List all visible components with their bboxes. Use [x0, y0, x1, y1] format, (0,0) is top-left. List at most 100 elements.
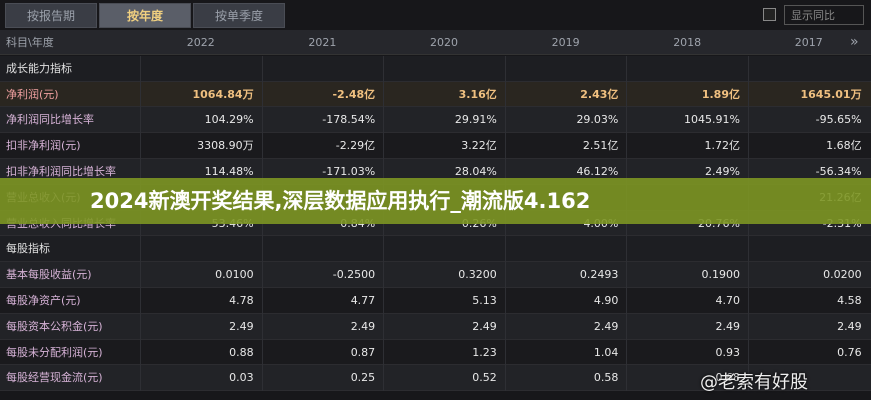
col-divider: [140, 339, 141, 366]
value-cell: 0.68: [715, 371, 740, 385]
value-cell: 2.43亿: [580, 87, 619, 101]
value-cell: 0.87: [350, 345, 376, 359]
col-divider: [140, 159, 141, 185]
value-cell: 4.77: [350, 294, 376, 307]
col-divider: [383, 236, 385, 263]
value-cell: 104.29%: [204, 113, 254, 127]
col-divider: [140, 236, 141, 263]
value-cell: 0.76: [837, 345, 862, 359]
tab[interactable]: 按单季度: [193, 3, 285, 28]
value-cell: 1645.01万: [800, 87, 862, 101]
value-cell: -0.2500: [332, 268, 376, 282]
col-divider: [383, 55, 385, 82]
row-label: 每股经营现金流(元): [6, 371, 103, 385]
col-divider: [383, 159, 385, 185]
col-divider: [504, 339, 506, 366]
value-cell: 3308.90万: [197, 139, 254, 153]
value-cell: 0.0100: [215, 268, 254, 282]
value-cell: 0.93: [715, 345, 740, 359]
col-divider: [383, 313, 385, 340]
value-cell: 1.72亿: [704, 139, 740, 153]
col-divider: [383, 107, 385, 134]
section-row: 每股指标: [0, 236, 871, 263]
value-cell: -95.65%: [815, 113, 862, 127]
value-cell: 0.0200: [823, 268, 862, 282]
section-row: 成长能力指标: [0, 55, 871, 82]
value-cell: 2.49%: [705, 165, 740, 178]
col-divider: [748, 159, 749, 185]
col-divider: [261, 55, 263, 82]
col-divider: [748, 107, 749, 134]
value-cell: 2.51亿: [582, 139, 619, 153]
row-label: 净利润同比增长率: [6, 113, 94, 127]
value-cell: 29.03%: [576, 113, 619, 127]
col-divider: [748, 81, 749, 108]
col-divider: [140, 55, 141, 82]
header-cell: 科目\年度: [6, 36, 54, 49]
scroll-arrow: »: [850, 34, 859, 50]
col-divider: [504, 55, 506, 82]
col-divider: [261, 288, 263, 314]
value-cell: 0.03: [229, 371, 254, 385]
col-divider: [261, 365, 263, 392]
value-cell: 1.68亿: [826, 139, 862, 153]
col-divider: [261, 313, 263, 340]
checkbox-label[interactable]: 显示同比: [784, 5, 864, 25]
col-divider: [504, 159, 506, 185]
col-divider: [504, 133, 506, 159]
value-cell: 1.23: [472, 345, 497, 359]
tab[interactable]: 按年度: [99, 3, 191, 28]
col-divider: [383, 339, 385, 366]
value-cell: 2.49: [837, 319, 862, 333]
value-cell: 0.25: [350, 371, 376, 385]
row-label: 扣非净利润同比增长率: [6, 165, 116, 178]
data-row: 每股净资产(元) 4.78 4.77 5.13 4.90 4.70 4.58: [0, 288, 871, 314]
col-divider: [626, 133, 628, 159]
value-cell: 2.49: [715, 319, 740, 333]
header-cell: 2021: [308, 36, 337, 49]
col-divider: [504, 288, 506, 314]
data-row: 基本每股收益(元) 0.0100 -0.2500 0.3200 0.2493 0.1900…: [0, 262, 871, 288]
value-cell: 0.3200: [458, 268, 497, 282]
col-divider: [383, 288, 385, 314]
col-divider: [261, 236, 263, 263]
col-divider: [748, 236, 749, 263]
value-cell: 0.88: [229, 345, 254, 359]
header-cell: 2019: [551, 36, 580, 49]
col-divider: [140, 288, 141, 314]
col-divider: [626, 365, 628, 392]
row-label: 每股未分配利润(元): [6, 345, 103, 359]
value-cell: 28.04%: [454, 165, 497, 178]
col-divider: [383, 262, 385, 288]
tab[interactable]: 按报告期: [5, 3, 97, 28]
header-cell: 2018: [673, 36, 702, 49]
col-divider: [504, 236, 506, 263]
row-label: 净利润(元): [6, 87, 59, 101]
value-cell: 4.90: [593, 294, 619, 307]
row-label: 基本每股收益(元): [6, 268, 92, 282]
col-divider: [140, 313, 141, 340]
col-divider: [261, 81, 263, 108]
data-row: 每股经营现金流(元) 0.03 0.25 0.52 0.58 0.68: [0, 365, 871, 392]
col-divider: [140, 365, 141, 392]
col-divider: [626, 262, 628, 288]
col-divider: [626, 81, 628, 108]
watermark: @老索有好股: [700, 372, 808, 393]
value-cell: 1.04: [593, 345, 619, 359]
value-cell: -56.34%: [815, 165, 862, 178]
value-cell: 4.78: [229, 294, 254, 307]
data-row: 每股未分配利润(元) 0.88 0.87 1.23 1.04 0.93 0.76: [0, 339, 871, 366]
col-divider: [140, 107, 141, 134]
col-divider: [140, 81, 141, 108]
row-label: 每股净资产(元): [6, 294, 81, 307]
col-divider: [261, 159, 263, 185]
checkbox[interactable]: [763, 8, 776, 21]
header-cell: 2022: [186, 36, 215, 49]
value-cell: -171.03%: [322, 165, 376, 178]
banner: 2024新澳开奖结果,深层数据应用执行_潮流版4.162: [0, 178, 871, 224]
value-cell: 0.58: [593, 371, 619, 385]
value-cell: 1064.84万: [192, 87, 254, 101]
col-divider: [504, 81, 506, 108]
data-row: 每股资本公积金(元) 2.49 2.49 2.49 2.49 2.49 2.49: [0, 313, 871, 340]
value-cell: 2.49: [350, 319, 376, 333]
